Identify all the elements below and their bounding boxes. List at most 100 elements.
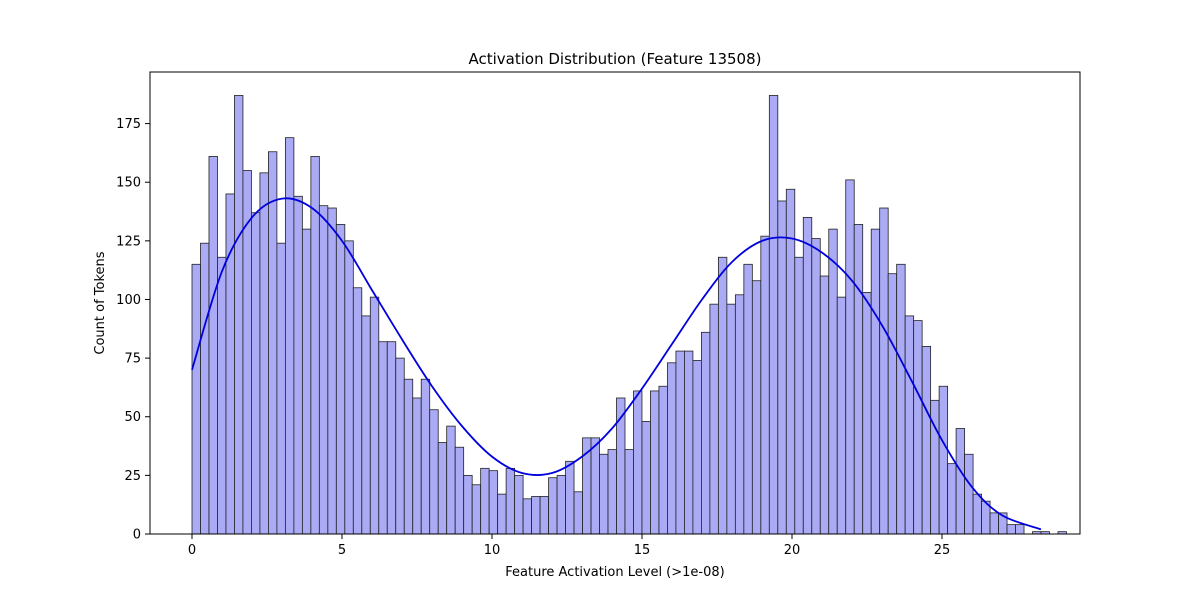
y-tick-label: 25 <box>124 469 141 484</box>
histogram-bar <box>777 200 787 535</box>
x-tick-label: 0 <box>188 543 196 558</box>
histogram-bar <box>862 292 872 535</box>
histogram-bar <box>505 467 516 535</box>
x-axis-label: Feature Activation Level (>1e-08) <box>505 565 724 580</box>
histogram-bar <box>556 474 566 535</box>
histogram-bar <box>633 390 643 535</box>
histogram-bar <box>658 385 668 535</box>
y-tick-label: 0 <box>133 528 141 543</box>
histogram-bar <box>887 273 898 535</box>
histogram-bar <box>650 390 660 535</box>
histogram-bar <box>684 350 694 535</box>
histogram-bar <box>709 303 719 535</box>
y-tick-label: 125 <box>116 234 141 249</box>
histogram-bar <box>955 428 965 535</box>
histogram-bar <box>471 484 482 535</box>
histogram-bar <box>624 449 634 535</box>
histogram-bar <box>293 195 303 535</box>
histogram-bar <box>964 453 974 535</box>
histogram-bar <box>853 224 864 535</box>
histogram-bar <box>921 345 932 535</box>
histogram-bar <box>717 256 728 535</box>
histogram-bar <box>361 315 371 535</box>
x-tick-label: 5 <box>338 543 346 558</box>
y-tick-label: 100 <box>116 293 141 308</box>
histogram-bar <box>352 287 363 535</box>
histogram-bar <box>446 425 456 535</box>
histogram-bar <box>412 397 422 535</box>
histogram-bar <box>573 491 583 535</box>
histogram-bar <box>318 205 329 535</box>
histogram-bar <box>437 442 448 535</box>
histogram-bar <box>514 474 524 535</box>
histogram-bar <box>369 296 380 535</box>
histogram-bar <box>819 275 830 535</box>
histogram-bar <box>760 235 770 535</box>
x-tick-label: 15 <box>634 543 651 558</box>
x-tick-label: 20 <box>784 543 801 558</box>
histogram-bar <box>539 496 549 535</box>
histogram-bar <box>989 512 999 535</box>
histogram-bar <box>692 360 702 535</box>
x-tick-label: 10 <box>484 543 501 558</box>
histogram-bar <box>378 341 388 535</box>
histogram-bar <box>217 256 227 535</box>
histogram-bar <box>870 228 881 535</box>
histogram-bar <box>276 242 286 535</box>
histogram-bar <box>590 437 600 535</box>
histogram-bar <box>751 280 762 535</box>
histogram-bar <box>879 207 889 535</box>
histogram-bar <box>828 228 838 535</box>
histogram-bar <box>904 315 915 535</box>
histogram-bar <box>896 263 906 535</box>
plot-frame <box>149 71 1081 535</box>
y-axis-ticks: 0 25 50 75 100 125 150 175 <box>116 117 150 543</box>
chart-title: Activation Distribution (Feature 13508) <box>468 50 761 68</box>
histogram-bar <box>284 137 295 535</box>
histogram-bar <box>395 357 405 535</box>
histogram-bar <box>599 453 609 535</box>
histogram-bar <box>463 474 473 535</box>
histogram-bar <box>641 421 651 535</box>
y-tick-label: 175 <box>116 117 141 132</box>
y-tick-label: 75 <box>124 352 141 367</box>
histogram-bar <box>548 477 558 535</box>
histogram-bar <box>335 224 346 535</box>
histogram-bar <box>480 467 490 535</box>
histogram-bar <box>531 496 541 535</box>
histogram-bar <box>768 95 779 535</box>
histogram-bar <box>607 449 617 535</box>
histogram-bar <box>522 498 532 535</box>
histogram-bar <box>794 256 804 535</box>
histogram-bar <box>420 378 431 535</box>
x-axis-ticks: 0 5 10 15 20 25 <box>188 534 950 558</box>
histogram-bar <box>565 460 575 535</box>
histogram-bar <box>913 320 923 535</box>
histogram-bar <box>208 156 218 535</box>
histogram-bar <box>675 350 685 535</box>
histogram-bar <box>743 263 753 535</box>
histogram-bar <box>429 409 439 535</box>
histogram-bar <box>301 228 312 535</box>
kde-curve-group <box>191 197 1042 531</box>
histogram-bar <box>268 151 278 535</box>
histogram-bar <box>1006 524 1016 535</box>
histogram-bar <box>259 172 269 535</box>
histogram-bar <box>327 207 337 535</box>
histogram-bar <box>701 331 711 535</box>
histogram-bar <box>1015 524 1025 535</box>
histogram-bar <box>811 238 821 535</box>
histogram-bar <box>802 216 813 535</box>
histogram-bar <box>454 446 465 535</box>
y-axis-label: Count of Tokens <box>93 251 108 354</box>
x-tick-label: 25 <box>934 543 951 558</box>
histogram-bar <box>785 188 796 535</box>
histogram-bar <box>488 470 499 535</box>
histogram-bar <box>734 294 745 535</box>
histogram-bar <box>947 463 957 535</box>
kde-line <box>191 197 1042 531</box>
histogram-bar <box>403 378 414 535</box>
histogram-bar <box>836 296 847 535</box>
y-tick-label: 50 <box>124 410 141 425</box>
